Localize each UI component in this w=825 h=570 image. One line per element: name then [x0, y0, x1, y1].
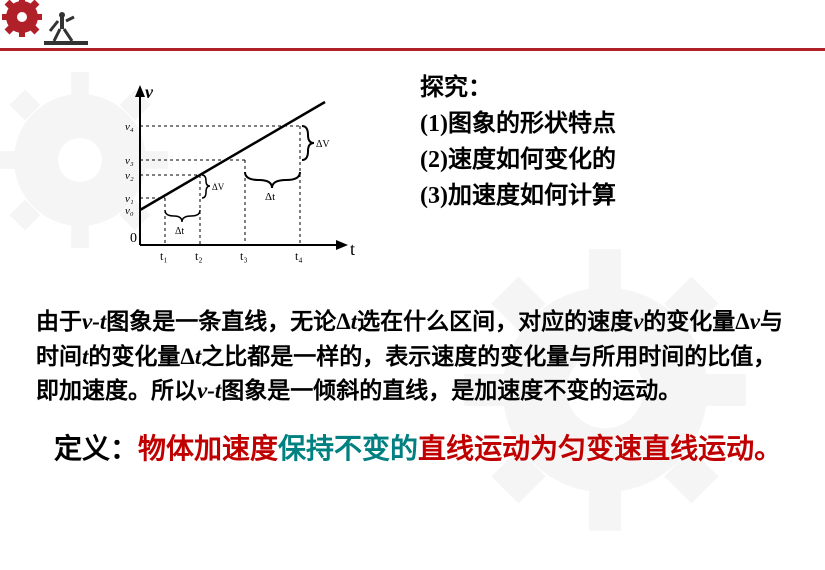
svg-text:v₃: v₃ — [125, 155, 134, 167]
svg-text:v: v — [145, 82, 154, 102]
definition-t2: 保持不变的 — [278, 434, 418, 465]
svg-text:0: 0 — [130, 231, 137, 246]
header-logo — [0, 0, 90, 50]
definition-t3: 直线 — [418, 434, 474, 465]
svg-text:Δt: Δt — [265, 191, 275, 203]
explanation-paragraph: 由于v-t图象是一条直线，无论Δt选在什么区间，对应的速度v的变化量Δv与时间t… — [30, 305, 795, 409]
svg-text:t₂: t₂ — [195, 249, 203, 263]
svg-text:t₄: t₄ — [295, 249, 303, 263]
svg-text:ΔV: ΔV — [316, 139, 330, 150]
header-divider — [0, 48, 825, 51]
explore-item-1: (1)图象的形状特点 — [420, 106, 795, 142]
vt-graph: v₀ v₁ v₂ v₃ v₄ t₁ t₂ t₃ t₄ v t 0 ΔV ΔV — [110, 80, 370, 275]
svg-text:v₀: v₀ — [125, 205, 134, 217]
definition-t4: 运动为匀变速直线运动。 — [474, 434, 782, 465]
explore-title: 探究： — [420, 70, 795, 106]
svg-text:t: t — [350, 239, 355, 259]
svg-text:v₂: v₂ — [125, 170, 134, 182]
explore-section: 探究： (1)图象的形状特点 (2)速度如何变化的 (3)加速度如何计算 — [420, 70, 795, 275]
svg-text:t₃: t₃ — [240, 249, 248, 263]
svg-text:Δt: Δt — [175, 226, 184, 237]
definition-line: 定义：物体加速度保持不变的直线运动为匀变速直线运动。 — [30, 429, 795, 471]
svg-text:ΔV: ΔV — [212, 182, 225, 192]
svg-text:v₁: v₁ — [125, 193, 134, 205]
svg-text:t₁: t₁ — [160, 249, 168, 263]
definition-t1: 物体加速度 — [138, 434, 278, 465]
definition-label: 定义： — [54, 434, 138, 465]
explore-item-3: (3)加速度如何计算 — [420, 178, 795, 214]
explore-item-2: (2)速度如何变化的 — [420, 142, 795, 178]
svg-text:v₄: v₄ — [125, 121, 134, 133]
